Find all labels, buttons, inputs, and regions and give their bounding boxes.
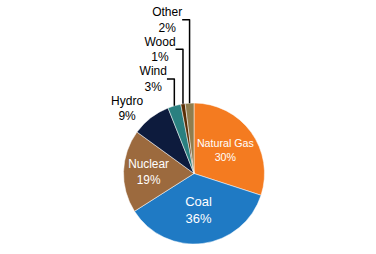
svg-text:Other2%: Other2% xyxy=(152,5,182,35)
svg-text:Hydro9%: Hydro9% xyxy=(111,94,143,124)
svg-text:Natural Gas30%: Natural Gas30% xyxy=(197,137,254,163)
svg-text:Nuclear19%: Nuclear19% xyxy=(128,157,169,186)
svg-text:Wood1%: Wood1% xyxy=(144,35,175,65)
svg-text:Coal36%: Coal36% xyxy=(185,194,212,226)
svg-text:Wind3%: Wind3% xyxy=(140,64,167,94)
